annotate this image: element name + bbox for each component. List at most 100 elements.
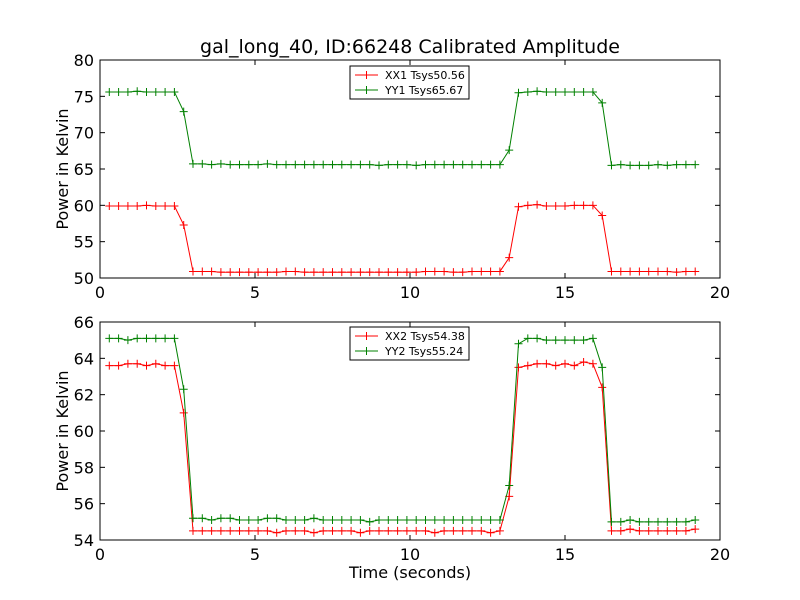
data-point bbox=[681, 267, 690, 276]
data-point bbox=[430, 528, 439, 537]
data-point bbox=[626, 525, 635, 534]
plot-frame bbox=[99, 59, 721, 279]
data-point bbox=[412, 268, 421, 277]
data-point bbox=[254, 516, 263, 525]
data-point bbox=[179, 107, 188, 116]
data-point bbox=[505, 253, 514, 262]
data-point bbox=[179, 408, 188, 417]
data-point bbox=[300, 516, 309, 525]
data-point bbox=[598, 98, 607, 107]
series-line-yy2 bbox=[109, 337, 696, 523]
legend-label: YY1 Tsys65.67 bbox=[384, 84, 463, 97]
y-tick-label: 60 bbox=[74, 196, 94, 215]
data-point bbox=[133, 334, 142, 343]
data-point bbox=[654, 526, 662, 535]
data-point bbox=[291, 516, 300, 525]
data-point bbox=[533, 334, 542, 343]
data-point bbox=[235, 526, 244, 535]
y-tick-label: 56 bbox=[74, 495, 94, 514]
data-point bbox=[523, 361, 532, 370]
data-point bbox=[170, 202, 179, 211]
data-point bbox=[114, 334, 123, 343]
y-tick-label: 80 bbox=[74, 51, 94, 70]
data-point bbox=[123, 359, 132, 368]
data-point bbox=[319, 160, 328, 169]
data-point bbox=[458, 160, 467, 169]
data-point bbox=[449, 268, 458, 277]
data-point bbox=[189, 159, 197, 168]
data-point bbox=[495, 526, 504, 535]
data-point bbox=[170, 87, 179, 96]
legend-marker bbox=[362, 71, 371, 79]
data-point bbox=[468, 516, 476, 525]
data-point bbox=[495, 267, 504, 276]
data-point bbox=[607, 517, 616, 526]
data-point bbox=[328, 268, 337, 277]
data-point bbox=[375, 516, 383, 525]
data-point bbox=[375, 268, 383, 277]
data-point bbox=[588, 334, 597, 343]
data-point bbox=[161, 202, 170, 211]
data-point bbox=[347, 516, 356, 525]
data-point bbox=[691, 516, 700, 525]
data-point bbox=[505, 146, 514, 155]
bottom-panel: 0 5 10 15 20 54 56 58 60 62 64 66 Power in Kelvin XX2… bbox=[53, 313, 730, 564]
data-point bbox=[263, 526, 272, 535]
data-point bbox=[495, 516, 504, 525]
data-point bbox=[375, 161, 383, 170]
legend-label: YY2 Tsys55.24 bbox=[384, 345, 463, 358]
data-point bbox=[505, 481, 514, 490]
data-point bbox=[226, 514, 235, 523]
data-point bbox=[189, 267, 197, 276]
data-point bbox=[477, 160, 486, 169]
y-tick-label: 54 bbox=[74, 531, 94, 550]
data-point bbox=[337, 516, 346, 525]
data-point bbox=[579, 357, 588, 366]
data-point bbox=[440, 160, 449, 169]
data-point bbox=[142, 87, 151, 96]
data-point bbox=[477, 267, 486, 276]
series-line-xx1 bbox=[109, 204, 696, 273]
data-point bbox=[235, 160, 244, 169]
x-tick-label: 5 bbox=[250, 283, 260, 302]
x-tick-label: 20 bbox=[710, 545, 730, 564]
data-point bbox=[635, 517, 644, 526]
x-tick-label: 15 bbox=[555, 283, 575, 302]
y-tick-label: 50 bbox=[74, 269, 94, 288]
data-point bbox=[430, 516, 439, 525]
data-point bbox=[282, 160, 290, 169]
data-point bbox=[393, 526, 402, 535]
data-point bbox=[598, 211, 607, 220]
data-point bbox=[300, 526, 309, 535]
data-point bbox=[412, 161, 421, 170]
data-point bbox=[161, 361, 170, 370]
data-point bbox=[635, 267, 644, 276]
data-point bbox=[254, 160, 263, 169]
data-point bbox=[644, 267, 653, 276]
data-point bbox=[514, 202, 523, 211]
data-point bbox=[216, 514, 225, 523]
data-point bbox=[607, 267, 616, 276]
data-point bbox=[672, 160, 681, 169]
data-point bbox=[328, 526, 337, 535]
data-point bbox=[663, 526, 672, 535]
data-point bbox=[644, 517, 653, 526]
data-point bbox=[282, 516, 290, 525]
data-point bbox=[402, 516, 411, 525]
data-point bbox=[244, 526, 253, 535]
data-point bbox=[588, 201, 597, 210]
data-point bbox=[551, 336, 560, 345]
data-point bbox=[328, 516, 337, 525]
data-point bbox=[393, 268, 402, 277]
data-point bbox=[123, 336, 132, 345]
y-tick-label: 60 bbox=[74, 422, 94, 441]
data-point bbox=[672, 526, 681, 535]
data-point bbox=[681, 517, 690, 526]
data-point bbox=[189, 514, 197, 523]
data-point bbox=[291, 267, 300, 276]
data-point bbox=[365, 526, 374, 535]
data-point bbox=[216, 159, 225, 168]
y-tick-label: 64 bbox=[74, 349, 94, 368]
data-point bbox=[393, 516, 402, 525]
